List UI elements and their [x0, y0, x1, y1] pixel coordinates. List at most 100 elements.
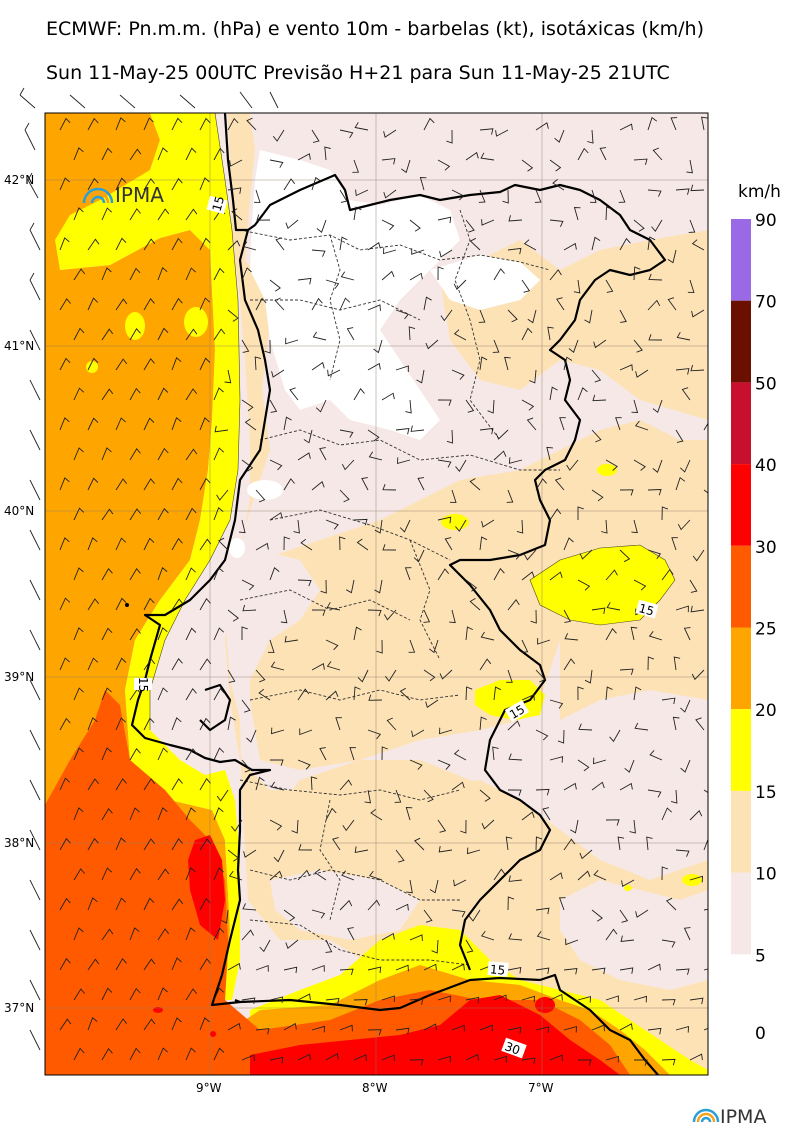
wind-barb — [59, 657, 70, 671]
wind-barb — [453, 879, 467, 887]
wind-barb — [577, 686, 584, 701]
wind-barb — [465, 626, 473, 641]
map-area: 15 15 15 15 15 30 IPMA — [45, 113, 708, 1075]
wind-barb — [507, 896, 515, 911]
wind-barb — [563, 1026, 577, 1033]
wind-barb — [269, 279, 281, 292]
lat-label-42: 42°N — [4, 173, 34, 187]
wind-barb — [605, 206, 613, 221]
wind-barb — [229, 159, 243, 167]
wind-barb — [688, 219, 696, 233]
wind-barb — [143, 958, 156, 971]
wind-barb — [557, 729, 565, 744]
wind-barb — [87, 477, 99, 491]
wind-barb — [648, 334, 663, 341]
wind-barb — [507, 967, 522, 974]
contour-label-15-coast: 15 — [136, 677, 150, 692]
wind-barb — [563, 782, 577, 791]
colorbar-box-3 — [731, 464, 751, 546]
wind-barb — [216, 789, 229, 802]
wind-barb — [157, 327, 169, 341]
wind-barb — [661, 999, 676, 1006]
wind-barb — [129, 448, 141, 461]
wind-barb — [129, 1047, 141, 1061]
wind-barb — [446, 429, 454, 444]
wind-barb — [311, 964, 325, 972]
wind-barb — [227, 187, 242, 194]
wind-barb — [537, 637, 551, 645]
wind-barb — [446, 129, 453, 144]
wind-barb — [280, 609, 288, 624]
wind-barb — [465, 219, 475, 233]
wind-barb — [87, 417, 99, 431]
wind-barb — [630, 626, 638, 641]
wind-barb — [428, 639, 439, 654]
wind-barb — [101, 987, 113, 1001]
contour-label-15-se: 15 — [507, 702, 527, 722]
wind-barb — [563, 609, 572, 623]
wind-barb — [242, 604, 257, 612]
wind-barb — [227, 1022, 241, 1031]
wind-barb — [73, 627, 84, 641]
wind-barb — [270, 781, 285, 791]
wind-barb — [624, 759, 635, 773]
wind-barb — [536, 931, 551, 941]
colorbar-box-5 — [731, 627, 751, 710]
wind-barb — [199, 778, 211, 791]
wind-barb — [647, 1027, 662, 1035]
wind-barb — [143, 838, 156, 851]
wind-barb — [591, 781, 605, 791]
wind-barb — [171, 1017, 182, 1031]
wind-barb — [376, 639, 383, 654]
wind-barb — [342, 819, 355, 832]
wind-barb — [690, 364, 705, 372]
wind-barb — [690, 184, 705, 192]
wind-barb — [451, 963, 465, 971]
wind-barb — [199, 658, 212, 671]
wind-barb — [273, 849, 285, 863]
wind-barb — [381, 746, 388, 761]
wind-barb — [605, 1055, 619, 1063]
wind-barb — [563, 356, 573, 371]
wind-barb — [87, 357, 99, 371]
wind-barb — [157, 267, 168, 281]
wind-barbs — [59, 116, 708, 1066]
wind-barb — [651, 219, 663, 232]
wind-barb — [661, 697, 676, 705]
wind-barb — [157, 208, 170, 221]
wind-barb — [652, 399, 663, 414]
wind-barb — [549, 159, 562, 172]
wind-barb — [507, 789, 522, 796]
wind-barb — [439, 249, 453, 258]
wind-barb — [324, 146, 331, 161]
lat-label-39: 39°N — [4, 670, 34, 684]
wind-barb — [213, 807, 224, 821]
wind-barb — [115, 358, 128, 371]
wind-barb — [652, 459, 663, 473]
wind-barb — [521, 811, 535, 821]
wind-barb — [414, 837, 425, 851]
wind-barb — [556, 297, 565, 311]
wind-barb — [542, 807, 551, 821]
wind-barb — [171, 537, 183, 551]
ipma-footer-text: IPMA — [720, 1106, 766, 1128]
wind-barb — [101, 388, 114, 401]
wind-barb — [554, 477, 565, 491]
wind-barb — [300, 538, 313, 551]
wind-barb — [283, 178, 296, 191]
colorbar-unit: km/h — [738, 182, 781, 202]
wind-barb — [354, 122, 369, 131]
wind-barb — [185, 807, 196, 821]
wind-barb — [381, 932, 395, 941]
wind-barb — [59, 177, 70, 191]
wind-barb — [648, 631, 663, 641]
wind-barb — [341, 870, 355, 881]
wind-barb — [633, 686, 642, 701]
wind-barb — [73, 567, 84, 581]
isotach-white-region — [250, 150, 460, 440]
wind-barb — [367, 729, 382, 740]
wind-barb — [399, 519, 411, 533]
wind-barb — [227, 669, 236, 683]
wind-barb — [285, 939, 299, 949]
colorbar-label-40: 40 — [755, 456, 777, 476]
